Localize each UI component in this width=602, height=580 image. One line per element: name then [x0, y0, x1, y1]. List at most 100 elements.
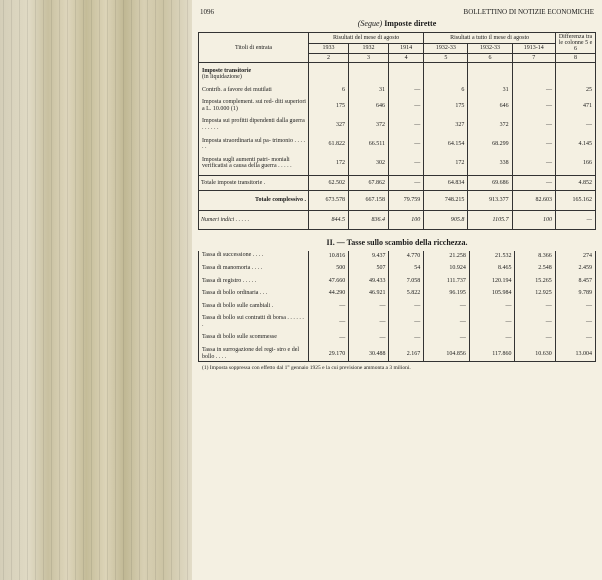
r2-c8: 471	[556, 98, 596, 113]
r2-c2: 175	[309, 98, 349, 113]
rt3-c2: 844.5	[309, 210, 349, 230]
s5-c4: —	[389, 302, 424, 311]
section-title-1: (Segue) Imposte dirette	[198, 19, 596, 28]
s7-c6: —	[469, 333, 515, 342]
follow-prefix: (Segue)	[358, 19, 382, 28]
follow-title: Imposte dirette	[384, 19, 436, 28]
r1-c8: 25	[556, 86, 596, 95]
th-y1: 1933	[309, 43, 349, 54]
table-row: Totale imposte transitorie .62.50267.862…	[199, 175, 596, 191]
rt1-c7: —	[512, 175, 555, 191]
r5-lbl: Imposta sugli aumenti patri- moniali ver…	[199, 156, 309, 171]
rt1-c4: —	[388, 175, 423, 191]
table-row: Imposta sugli aumenti patri- moniali ver…	[199, 156, 596, 171]
s2-c4: 54	[389, 264, 424, 273]
book-spine	[0, 0, 192, 580]
r4-c8: 4.145	[556, 137, 596, 152]
s1-c2: 10.816	[309, 251, 349, 260]
r4-c6: 68.299	[468, 137, 512, 152]
th-n7: 7	[512, 54, 555, 63]
th-y4: 1932-33	[424, 43, 468, 54]
s6-lbl: Tassa di bollo sui contratti di borsa . …	[199, 314, 309, 329]
s1-c5: 21.258	[424, 251, 470, 260]
r1-lbl: Contrib. a favore dei mutilati	[199, 86, 309, 95]
r5-c2: 172	[309, 156, 349, 171]
r5-c3: 302	[348, 156, 388, 171]
s1-c8: 274	[555, 251, 595, 260]
r3-lbl: Imposta sui profitti dipendenti dalla gu…	[199, 117, 309, 132]
rt3-c3: 836.4	[348, 210, 388, 230]
th-titoli: Titoli di entrata	[199, 33, 309, 63]
th-y6: 1913-14	[512, 43, 555, 54]
s6-c7: —	[515, 314, 555, 329]
page-number: 1096	[200, 8, 214, 16]
r1-c5: 6	[424, 86, 468, 95]
r1-c6: 31	[468, 86, 512, 95]
r3-c8: —	[556, 117, 596, 132]
rt1-c2: 62.502	[309, 175, 349, 191]
s8-lbl: Tassa in surrogazione del regi- stro e d…	[199, 346, 309, 362]
s5-c8: —	[555, 302, 595, 311]
s8-c2: 29.170	[309, 346, 349, 362]
table-tasse-scambio: Tassa di successione . . . .10.8169.4374…	[198, 251, 596, 362]
th-y3: 1914	[388, 43, 423, 54]
table-row: Tassa in surrogazione del regi- stro e d…	[199, 346, 596, 362]
s8-c6: 117.860	[469, 346, 515, 362]
s8-c8: 13.004	[555, 346, 595, 362]
r2-lbl: Imposta complement. sui red- diti superi…	[199, 98, 309, 113]
s4-c5: 96.195	[424, 289, 470, 298]
s5-c6: —	[469, 302, 515, 311]
r5-c6: 338	[468, 156, 512, 171]
r2-c5: 175	[424, 98, 468, 113]
s5-c5: —	[424, 302, 470, 311]
s7-c7: —	[515, 333, 555, 342]
r2-c6: 646	[468, 98, 512, 113]
th-n4: 4	[388, 54, 423, 63]
table-row: Contrib. a favore dei mutilati631—631—25	[199, 86, 596, 95]
s8-c4: 2.167	[389, 346, 424, 362]
s5-lbl: Tassa di bollo sulle cambiali .	[199, 302, 309, 311]
th-n8: 8	[556, 54, 596, 63]
s7-c4: —	[389, 333, 424, 342]
s7-c8: —	[555, 333, 595, 342]
r4-c4: —	[388, 137, 423, 152]
s2-lbl: Tassa di manomorta . . . .	[199, 264, 309, 273]
table-row: Tassa di successione . . . .10.8169.4374…	[199, 251, 596, 260]
table-row: Tassa di registro . . . . .47.66049.4337…	[199, 277, 596, 286]
page-header-title: BOLLETTINO DI NOTIZIE ECONOMICHE	[464, 8, 594, 16]
table-row: Totale complessivo .673.578667.15879.759…	[199, 191, 596, 211]
table-row: Imposta complement. sui red- diti superi…	[199, 98, 596, 113]
r1-c4: —	[388, 86, 423, 95]
s4-c4: 5.822	[389, 289, 424, 298]
table-row: Imposta sui profitti dipendenti dalla gu…	[199, 117, 596, 132]
table-row: Imposte transitorie(in liquidazione)	[199, 67, 596, 82]
rt2-c5: 748.215	[424, 191, 468, 211]
s3-lbl: Tassa di registro . . . . .	[199, 277, 309, 286]
rt3-c7: 100	[512, 210, 555, 230]
page-header: 1096 BOLLETTINO DI NOTIZIE ECONOMICHE	[198, 8, 596, 16]
r0-sub: (in liquidazione)	[202, 74, 242, 80]
r3-c7: —	[512, 117, 555, 132]
s6-c8: —	[555, 314, 595, 329]
s1-c7: 8.366	[515, 251, 555, 260]
r3-c5: 327	[424, 117, 468, 132]
s3-c2: 47.660	[309, 277, 349, 286]
th-grp3: Differenza tra le colonne 5 e 6	[556, 33, 596, 54]
s1-c6: 21.532	[469, 251, 515, 260]
table-row: Tassa di bollo sulle cambiali .———————	[199, 302, 596, 311]
th-grp1: Risultati del mese di agosto	[309, 33, 424, 44]
s7-c5: —	[424, 333, 470, 342]
s3-c6: 120.194	[469, 277, 515, 286]
s6-c6: —	[469, 314, 515, 329]
s3-c3: 49.433	[349, 277, 389, 286]
table-row: Tassa di bollo sulle scommesse———————	[199, 333, 596, 342]
s2-c7: 2.548	[515, 264, 555, 273]
table-row: Imposta straordinaria sul pa- trimonio .…	[199, 137, 596, 152]
s7-c2: —	[309, 333, 349, 342]
th-y2: 1932	[348, 43, 388, 54]
rt3-c8: —	[556, 210, 596, 230]
rt1-c6: 69.686	[468, 175, 512, 191]
rt2-c3: 667.158	[348, 191, 388, 211]
s4-c3: 46.921	[349, 289, 389, 298]
rt2-c2: 673.578	[309, 191, 349, 211]
